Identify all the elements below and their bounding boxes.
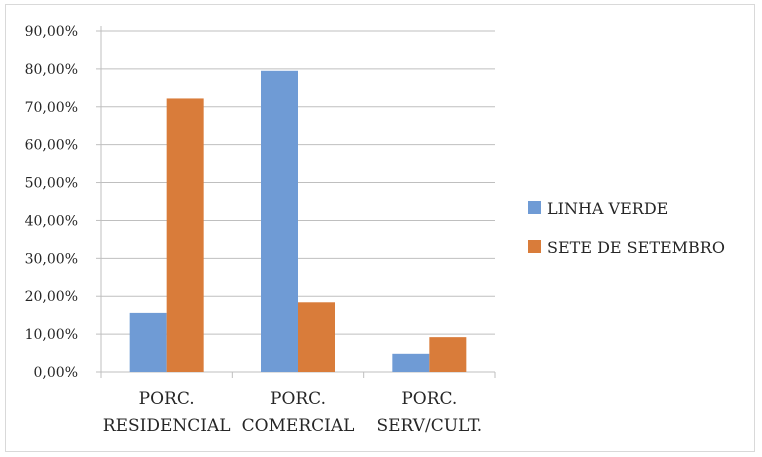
y-tick-label: 80,00%	[25, 62, 78, 78]
legend-swatch	[528, 240, 541, 253]
x-category-label: SERV/CULT.	[376, 416, 482, 436]
x-category-label: PORC.	[270, 389, 326, 409]
y-tick-label: 50,00%	[25, 176, 78, 192]
legend-label: LINHA VERDE	[547, 199, 668, 218]
y-tick-label: 40,00%	[25, 213, 78, 229]
x-category-label: PORC.	[139, 389, 195, 409]
bar-linha-verde	[261, 70, 298, 373]
x-category-label: RESIDENCIAL	[103, 416, 231, 436]
x-category-label: PORC.	[401, 389, 457, 409]
y-tick-label: 20,00%	[25, 289, 78, 305]
bar-sete-de-setembro	[298, 302, 335, 372]
legend-label: SETE DE SETEMBRO	[547, 238, 725, 257]
y-tick-label: 30,00%	[25, 251, 78, 267]
bar-linha-verde	[129, 312, 167, 372]
bar-linha-verde	[392, 353, 430, 372]
y-tick-label: 0,00%	[34, 365, 78, 381]
chart-frame	[5, 4, 755, 452]
y-tick-label: 90,00%	[25, 24, 78, 40]
legend-swatch	[528, 201, 541, 214]
bar-sete-de-setembro	[166, 98, 204, 372]
bar-sete-de-setembro	[429, 337, 467, 372]
y-tick-label: 60,00%	[25, 138, 78, 154]
y-tick-label: 70,00%	[25, 100, 78, 116]
x-category-label: COMERCIAL	[242, 416, 355, 436]
y-tick-label: 10,00%	[25, 327, 78, 343]
